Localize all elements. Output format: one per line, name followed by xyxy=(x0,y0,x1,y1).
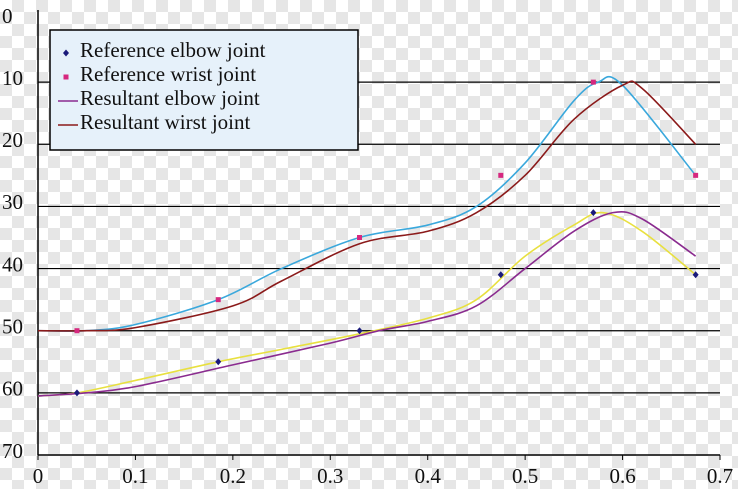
marker xyxy=(63,49,69,57)
x-tick-label: 0.4 xyxy=(415,464,442,488)
marker xyxy=(357,235,363,240)
legend-label: Resultant elbow joint xyxy=(80,86,260,110)
legend-box xyxy=(49,29,359,151)
y-tick-label: 60 xyxy=(2,377,23,401)
marker xyxy=(692,271,699,279)
legend-label: Reference wrist joint xyxy=(80,62,256,86)
y-tick-label: 70 xyxy=(2,439,23,463)
marker xyxy=(498,172,504,178)
x-tick-label: 0 xyxy=(33,464,44,488)
x-tick-label: 0.3 xyxy=(317,464,343,488)
series-line xyxy=(37,210,697,397)
marker xyxy=(215,358,222,366)
marker xyxy=(590,209,597,217)
marker xyxy=(590,79,596,85)
legend-label: Reference elbow joint xyxy=(80,38,266,62)
marker xyxy=(497,271,504,279)
x-tick-label: 0.5 xyxy=(512,464,538,488)
y-tick-label: 20 xyxy=(2,128,23,152)
y-tick-label: 30 xyxy=(2,190,23,214)
reference-line xyxy=(37,211,697,397)
y-tick-label: 10 xyxy=(2,66,23,90)
marker xyxy=(73,389,80,397)
series-line xyxy=(37,80,697,332)
marker xyxy=(356,327,363,335)
marker xyxy=(74,328,80,334)
y-tick-label: 50 xyxy=(2,315,23,339)
x-tick-label: 0.6 xyxy=(609,464,635,488)
reference-line xyxy=(37,75,697,332)
x-tick-label: 0.2 xyxy=(220,464,246,488)
marker xyxy=(215,297,221,303)
y-tick-label: 0 xyxy=(2,4,13,28)
y-tick-label: 40 xyxy=(2,252,23,276)
x-tick-label: 0.1 xyxy=(122,464,148,488)
legend-label: Resultant wirst joint xyxy=(80,110,250,134)
x-tick-label: 0.7 xyxy=(707,464,733,488)
marker xyxy=(63,74,69,80)
marker xyxy=(693,172,699,178)
